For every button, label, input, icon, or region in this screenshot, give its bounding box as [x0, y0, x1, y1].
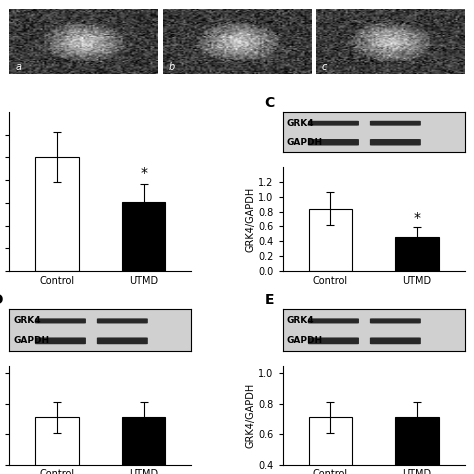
FancyBboxPatch shape — [97, 337, 148, 344]
Text: GAPDH: GAPDH — [286, 337, 322, 346]
Text: E: E — [264, 293, 274, 307]
Text: a: a — [16, 62, 21, 72]
Bar — [395, 237, 438, 271]
Bar — [309, 209, 352, 271]
Text: GAPDH: GAPDH — [13, 337, 49, 346]
FancyBboxPatch shape — [370, 139, 421, 146]
FancyBboxPatch shape — [308, 319, 359, 323]
Text: b: b — [169, 62, 175, 72]
Text: GRK4: GRK4 — [13, 317, 41, 326]
FancyBboxPatch shape — [308, 139, 359, 146]
FancyBboxPatch shape — [308, 121, 359, 126]
Bar — [36, 417, 79, 474]
Bar — [395, 417, 438, 474]
Text: C: C — [264, 96, 274, 110]
Text: GAPDH: GAPDH — [286, 138, 322, 147]
FancyBboxPatch shape — [370, 319, 421, 323]
FancyBboxPatch shape — [308, 337, 359, 344]
Text: c: c — [322, 62, 327, 72]
FancyBboxPatch shape — [35, 337, 86, 344]
Text: *: * — [140, 166, 147, 180]
Bar — [122, 417, 165, 474]
Bar — [122, 202, 165, 271]
Bar — [36, 157, 79, 271]
FancyBboxPatch shape — [35, 319, 86, 323]
Bar — [309, 417, 352, 474]
FancyBboxPatch shape — [97, 319, 148, 323]
Y-axis label: GRK4/GAPDH: GRK4/GAPDH — [246, 186, 255, 252]
Text: GRK4: GRK4 — [286, 118, 314, 128]
Text: D: D — [0, 293, 3, 307]
Text: *: * — [413, 211, 420, 225]
Text: GRK4: GRK4 — [286, 317, 314, 326]
FancyBboxPatch shape — [370, 121, 421, 126]
Y-axis label: GRK4/GAPDH: GRK4/GAPDH — [246, 383, 255, 447]
FancyBboxPatch shape — [370, 337, 421, 344]
